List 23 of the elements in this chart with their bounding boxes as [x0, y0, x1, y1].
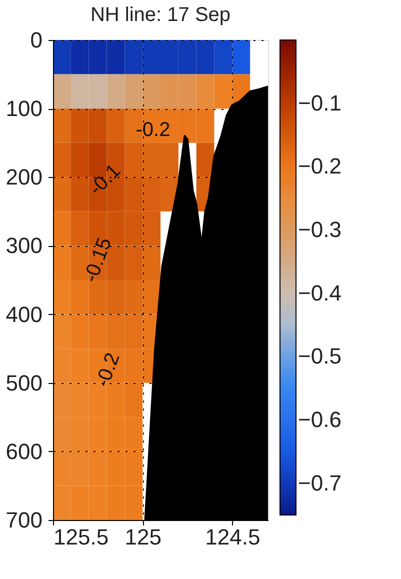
- y-tick-label: 200: [6, 164, 42, 190]
- color-bar-label: −0.4: [298, 280, 342, 306]
- color-bar-label: −0.3: [298, 217, 342, 242]
- color-bar-label: −0.6: [298, 407, 342, 432]
- color-bar-label: −0.1: [298, 90, 342, 116]
- annotation: -0.2: [136, 119, 170, 141]
- x-tick-label: 125.5: [54, 524, 109, 550]
- y-tick-label: 500: [6, 370, 42, 396]
- x-tick-label: 125: [124, 524, 162, 550]
- y-tick-label: 300: [6, 233, 42, 258]
- x-tick-label: 124.5: [205, 524, 260, 550]
- annotation: -0.1: [85, 160, 125, 200]
- color-bar-label: −0.5: [298, 344, 342, 369]
- y-tick-label: 600: [6, 438, 42, 464]
- y-tick-label: 700: [6, 508, 42, 532]
- color-bar-label: −0.7: [298, 470, 342, 496]
- y-tick-label: 400: [6, 302, 42, 327]
- y-tick-label: 100: [6, 96, 42, 122]
- color-bar-label: −0.2: [298, 154, 342, 179]
- y-tick-label: 0: [30, 28, 42, 52]
- annotation: -0.15: [80, 234, 116, 286]
- annotation: -0.2: [92, 350, 124, 390]
- chart-title: NH line: 17 Sep: [90, 4, 231, 26]
